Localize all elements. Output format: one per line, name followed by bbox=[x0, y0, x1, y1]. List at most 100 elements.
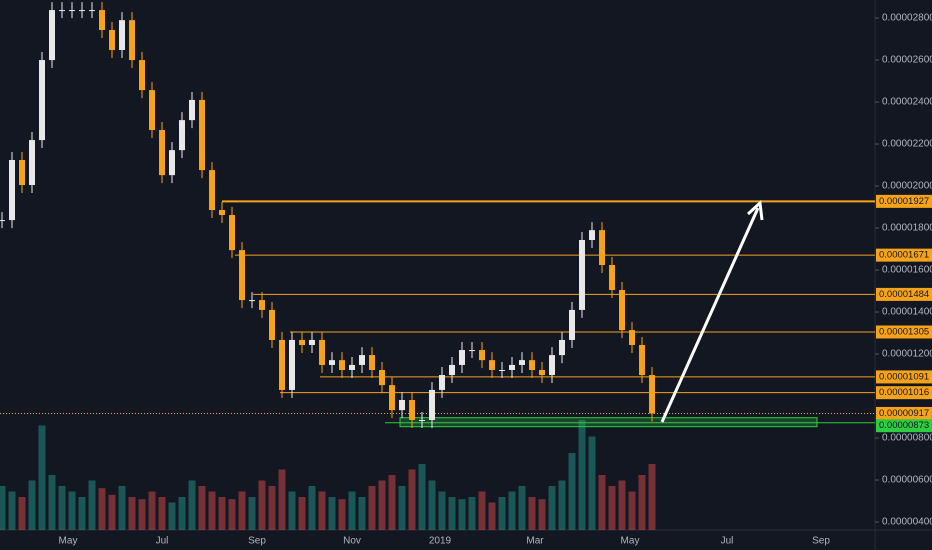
candle bbox=[109, 30, 115, 50]
x-tick-label: Mar bbox=[526, 536, 544, 547]
y-tick-label: 0.00002000 bbox=[882, 181, 932, 192]
candle bbox=[99, 10, 105, 31]
volume-bar bbox=[518, 486, 526, 530]
volume-bar bbox=[28, 480, 36, 530]
candle bbox=[369, 355, 375, 370]
level-label: 0.00001305 bbox=[879, 327, 929, 338]
volume-bar bbox=[528, 497, 536, 530]
volume-bar bbox=[508, 491, 516, 530]
volume-bar bbox=[118, 486, 126, 530]
volume-bar bbox=[208, 491, 216, 530]
volume-bar bbox=[498, 497, 506, 530]
candle bbox=[139, 60, 145, 91]
candle bbox=[219, 209, 225, 216]
volume-bar bbox=[558, 480, 566, 530]
volume-bar bbox=[318, 491, 326, 530]
volume-bar bbox=[578, 420, 586, 530]
volume-bar bbox=[448, 497, 456, 530]
y-tick-label: 0.00001800 bbox=[882, 223, 932, 234]
volume-bar bbox=[158, 497, 166, 530]
candle bbox=[199, 99, 205, 171]
volume-bar bbox=[548, 486, 556, 530]
candle bbox=[329, 360, 335, 365]
y-tick-label: 0.00002600 bbox=[882, 55, 932, 66]
candle bbox=[489, 360, 495, 370]
candle bbox=[9, 160, 15, 221]
volume-bar bbox=[268, 486, 276, 530]
candle bbox=[59, 10, 65, 12]
candle bbox=[309, 339, 315, 346]
volume-bar bbox=[378, 480, 386, 530]
x-tick-label: Sep bbox=[248, 536, 266, 547]
volume-bar bbox=[178, 497, 186, 530]
volume-bar bbox=[588, 436, 596, 530]
candle bbox=[639, 345, 645, 376]
volume-bar bbox=[628, 491, 636, 530]
volume-bar bbox=[298, 497, 306, 530]
volume-bar bbox=[78, 497, 86, 530]
support-label: 0.00000873 bbox=[879, 420, 929, 431]
level-tag bbox=[876, 325, 932, 339]
candle bbox=[519, 360, 525, 365]
y-tick-label: 0.00001400 bbox=[882, 307, 932, 318]
arrow-shaft bbox=[660, 207, 760, 423]
volume-bar bbox=[48, 475, 56, 530]
candle bbox=[559, 339, 565, 356]
candle bbox=[319, 339, 325, 365]
volume-bar bbox=[168, 502, 176, 530]
candle bbox=[269, 309, 275, 340]
level-tag bbox=[876, 370, 932, 384]
candle bbox=[149, 90, 155, 130]
candle bbox=[349, 364, 355, 370]
y-tick-label: 0.00001600 bbox=[882, 265, 932, 276]
candle bbox=[179, 120, 185, 151]
volume-bar bbox=[108, 494, 116, 530]
y-tick-label: 0.00002200 bbox=[882, 139, 932, 150]
candle bbox=[19, 160, 25, 185]
level-tag bbox=[876, 386, 932, 400]
support-tag bbox=[876, 419, 932, 433]
candle bbox=[169, 150, 175, 176]
y-tick-label: 0.00000400 bbox=[882, 517, 932, 528]
candle bbox=[299, 339, 305, 346]
last-price-label: 0.00000917 bbox=[879, 408, 929, 419]
candle bbox=[159, 129, 165, 176]
candle bbox=[579, 240, 585, 310]
candle bbox=[119, 20, 125, 50]
candle bbox=[419, 419, 425, 421]
candle bbox=[289, 339, 295, 390]
volume-bar bbox=[278, 469, 286, 530]
x-tick-label: 2019 bbox=[429, 536, 452, 547]
volume-bar bbox=[248, 497, 256, 530]
candle bbox=[589, 230, 595, 241]
last-price-tag bbox=[876, 406, 932, 420]
y-tick-label: 0.00001200 bbox=[882, 349, 932, 360]
candle bbox=[599, 230, 605, 265]
candle bbox=[279, 339, 285, 390]
volume-bar bbox=[458, 499, 466, 530]
volume-bar bbox=[638, 475, 646, 530]
volume-bar bbox=[58, 486, 66, 530]
volume-bar bbox=[8, 491, 16, 530]
candle bbox=[259, 300, 265, 310]
candle bbox=[229, 215, 235, 251]
y-tick-label: 0.00000600 bbox=[882, 475, 932, 486]
volume-bar bbox=[128, 497, 136, 530]
volume-bar bbox=[138, 499, 146, 530]
level-label: 0.00001484 bbox=[879, 289, 929, 300]
volume-bar bbox=[418, 464, 426, 530]
y-tick-label: 0.00002400 bbox=[882, 97, 932, 108]
volume-bar bbox=[198, 486, 206, 530]
volume-bar bbox=[648, 464, 656, 530]
candle bbox=[79, 10, 85, 12]
candle bbox=[0, 220, 5, 222]
volume-bar bbox=[68, 491, 76, 530]
volume-bar bbox=[598, 475, 606, 530]
volume-bar bbox=[288, 491, 296, 530]
candle bbox=[569, 309, 575, 340]
volume-bar bbox=[408, 469, 416, 530]
x-tick-label: Sep bbox=[812, 536, 830, 547]
volume-bar bbox=[398, 486, 406, 530]
candle bbox=[549, 355, 555, 376]
x-tick-label: May bbox=[59, 536, 78, 547]
